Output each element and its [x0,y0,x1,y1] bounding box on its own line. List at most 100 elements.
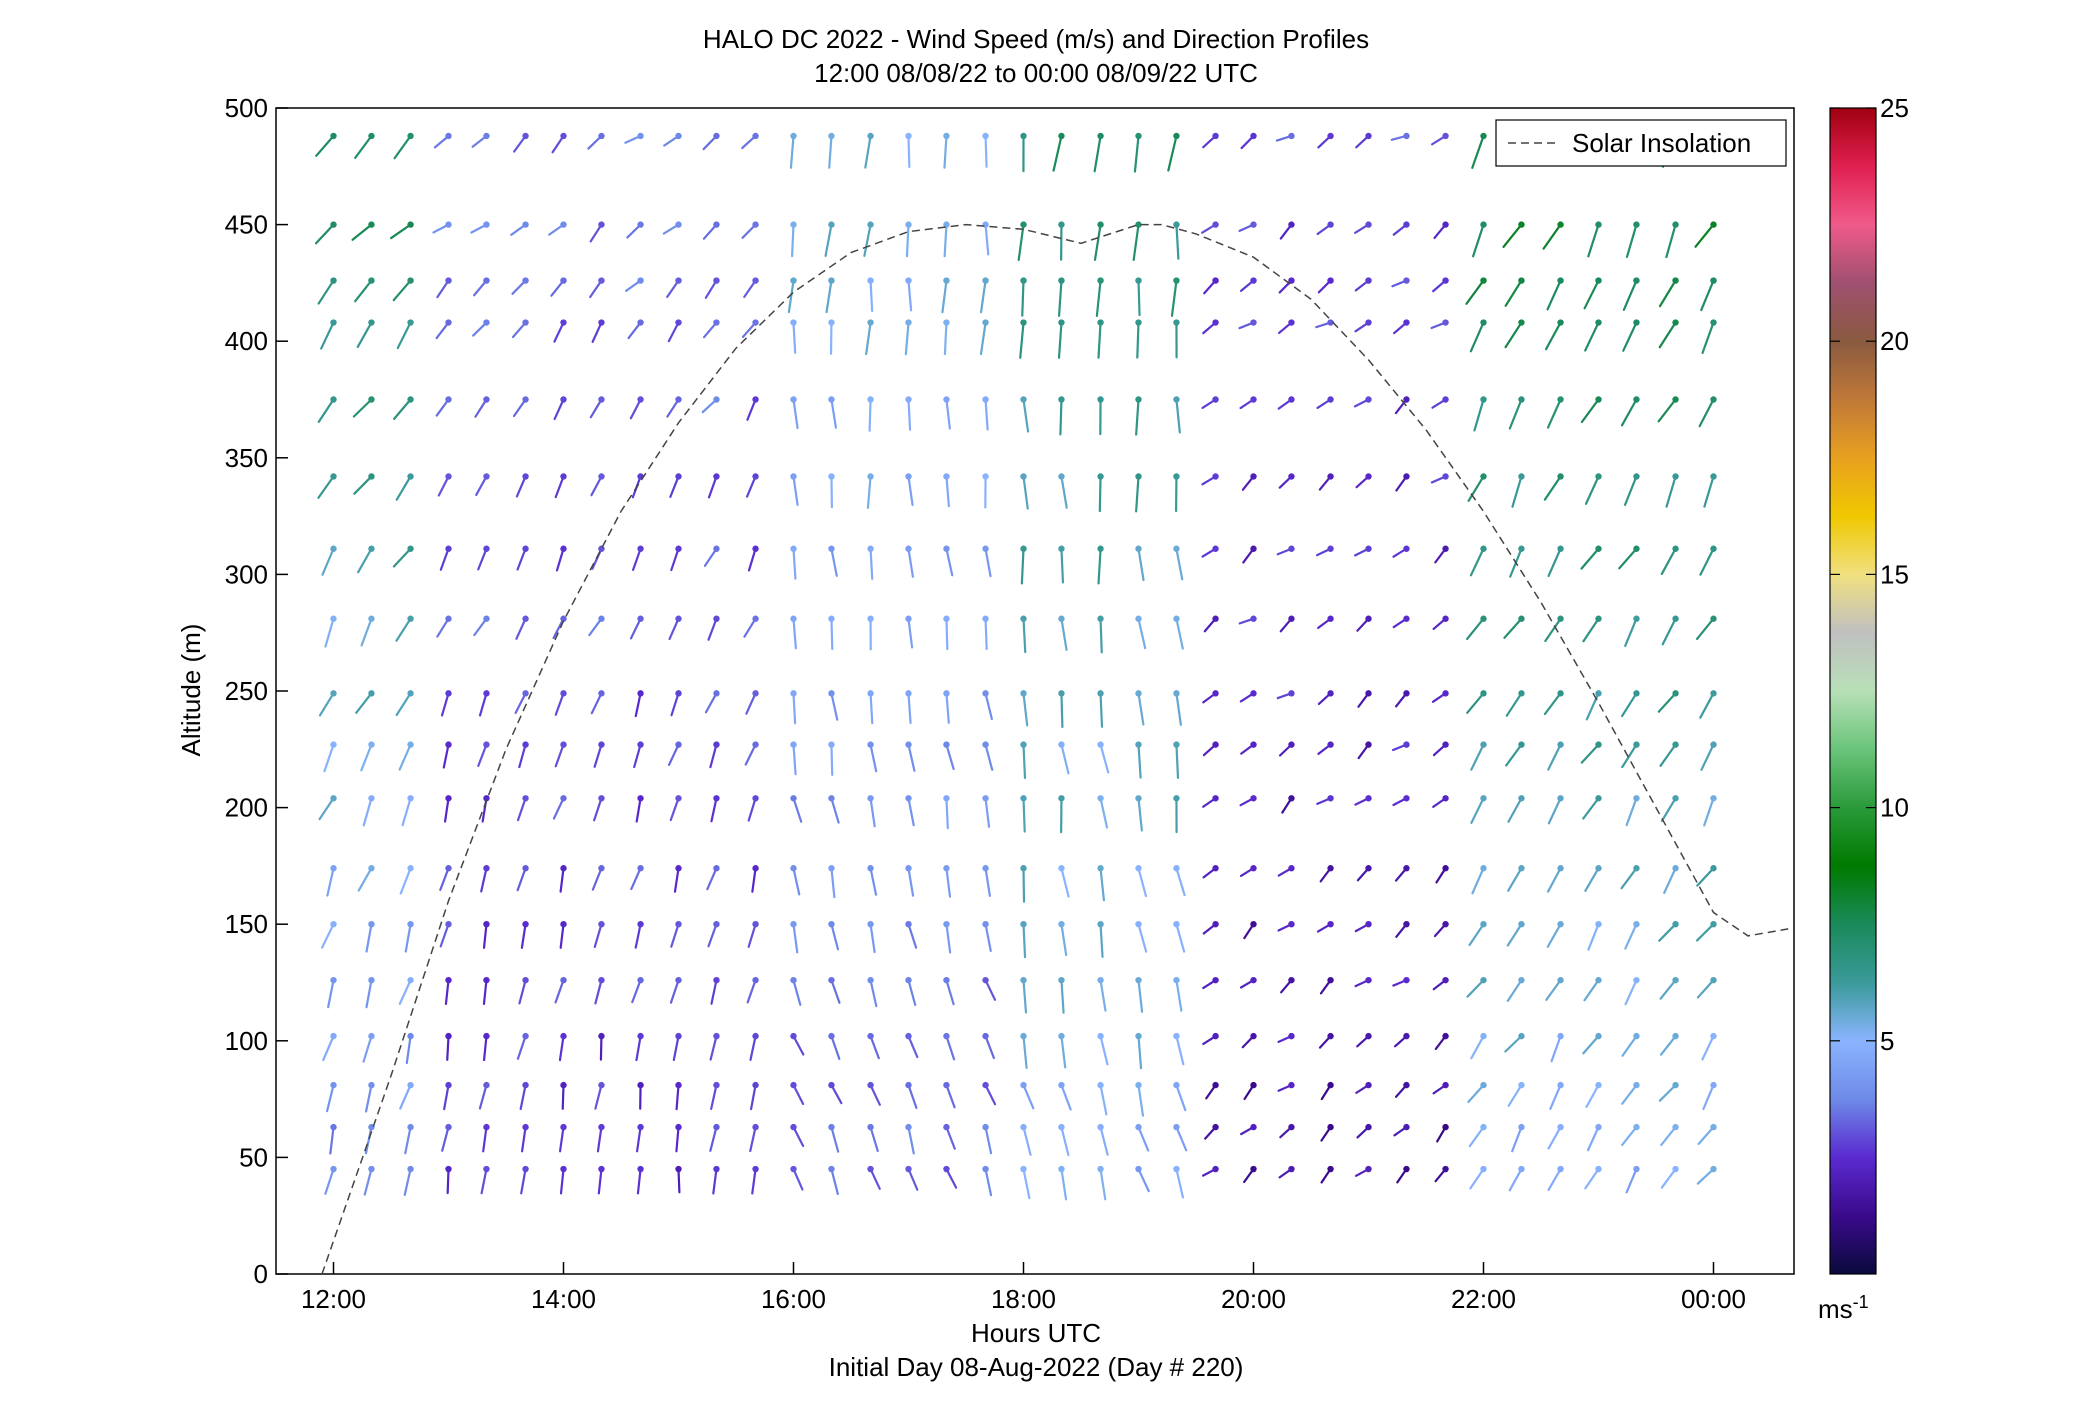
wind-vector [710,795,720,823]
wind-vector-shaft [482,923,488,949]
wind-vector-base [1442,921,1449,928]
wind-vector-base [1288,132,1295,140]
wind-vector [1621,1081,1640,1105]
wind-vector-base [1672,1032,1679,1040]
wind-vector-base [752,1081,759,1089]
wind-vector-shaft [1697,1125,1715,1146]
wind-vector-shaft [1022,867,1026,903]
wind-vector-base [1097,741,1104,748]
wind-vector [675,1081,682,1111]
wind-vector-shaft [552,797,565,820]
wind-vector-shaft [554,475,565,499]
wind-vector-shaft [1175,223,1180,260]
wind-vector-shaft [1095,279,1102,317]
wind-vector [362,795,375,827]
wind-vector-shaft [830,1035,841,1060]
wind-vector-base [1595,690,1602,697]
wind-vector-base [1710,1165,1717,1173]
wind-vector-shaft [1060,692,1064,729]
wind-vector-base [1672,690,1679,697]
wind-vector-shaft [1175,923,1186,953]
wind-vector-shaft [792,321,797,354]
wind-vector [1620,690,1640,718]
wind-vector-base [1058,1032,1065,1040]
wind-vector-shaft [318,797,335,821]
wind-vector-shaft [943,223,948,258]
wind-vector-shaft [1624,923,1638,950]
wind-vector [943,132,950,169]
wind-vector-shaft [1657,398,1677,423]
wind-vector [1699,545,1717,576]
wind-vector-base [867,221,874,228]
wind-vector-base [752,277,759,284]
wind-vector-base [1327,976,1334,984]
wind-vector [1394,1081,1410,1098]
wind-vector-shaft [907,1167,919,1191]
wind-vector-base [713,976,720,984]
wind-vector-base [1633,473,1640,480]
wind-vector-base [637,1165,644,1173]
chart-title: HALO DC 2022 - Wind Speed (m/s) and Dire… [703,24,1369,54]
wind-vector-base [828,1032,835,1040]
wind-vector [943,319,950,356]
wind-vector [1508,1165,1525,1192]
wind-vector-shaft [318,692,335,717]
wind-vector-base [368,132,375,140]
wind-vector-shaft [596,1125,603,1153]
wind-vector-base [790,473,797,480]
wind-vector-base [1480,221,1487,228]
wind-vector [1660,1165,1679,1189]
wind-vector-base [1633,319,1640,326]
wind-vector [1135,545,1145,582]
wind-vector-base [330,1032,337,1040]
wind-vector-shaft [792,1125,805,1148]
wind-vector [442,741,452,769]
wind-vector-shaft [478,1084,488,1110]
wind-vector-base [368,1081,375,1089]
wind-vector-shaft [907,923,918,949]
wind-vector [554,473,567,499]
wind-vector-base [828,1165,835,1173]
wind-vector [1020,1081,1035,1110]
wind-vector-base [828,865,835,872]
wind-vector-base [713,221,720,228]
wind-vector-shaft [473,617,488,637]
wind-vector [326,865,337,897]
wind-vector-shaft [515,617,527,640]
wind-vector-shaft [1511,475,1523,508]
wind-vector-shaft [1137,743,1142,779]
wind-vector-base [675,277,682,284]
wind-vector-shaft [401,797,412,827]
wind-vector [1135,1165,1150,1193]
wind-vector-shaft [707,617,718,641]
wind-vector-base [1020,221,1027,228]
x-tick-label: 22:00 [1451,1284,1516,1314]
wind-vector [593,795,605,822]
wind-vector-base [445,795,452,802]
wind-vector [1058,795,1065,834]
y-tick-label: 450 [225,210,268,240]
wind-vector-base [1058,396,1065,403]
wind-vector-base [1135,690,1142,697]
wind-vector-base [407,319,414,326]
wind-vector [1058,976,1065,1014]
wind-vector [1697,1123,1717,1146]
wind-vector-base [1672,221,1679,228]
wind-vector-base [943,221,950,228]
wind-vector-shaft [1658,279,1677,308]
wind-vector-base [1557,319,1564,326]
wind-vector-base [1480,690,1487,697]
wind-vector-shaft [392,547,412,568]
wind-vector-base [1327,473,1334,480]
wind-vector-base [483,473,490,480]
wind-vector-shaft [1175,1167,1185,1199]
wind-vector-base [982,921,989,928]
wind-vector-base [1403,277,1410,284]
wind-vector-base [1633,1165,1640,1173]
wind-vector-shaft [1658,923,1677,942]
wind-vector-shaft [355,692,373,714]
wind-vector-base [483,795,490,802]
wind-vector-shaft [1022,475,1029,510]
wind-vector-shaft [1060,475,1068,509]
wind-vector-shaft [751,867,757,893]
